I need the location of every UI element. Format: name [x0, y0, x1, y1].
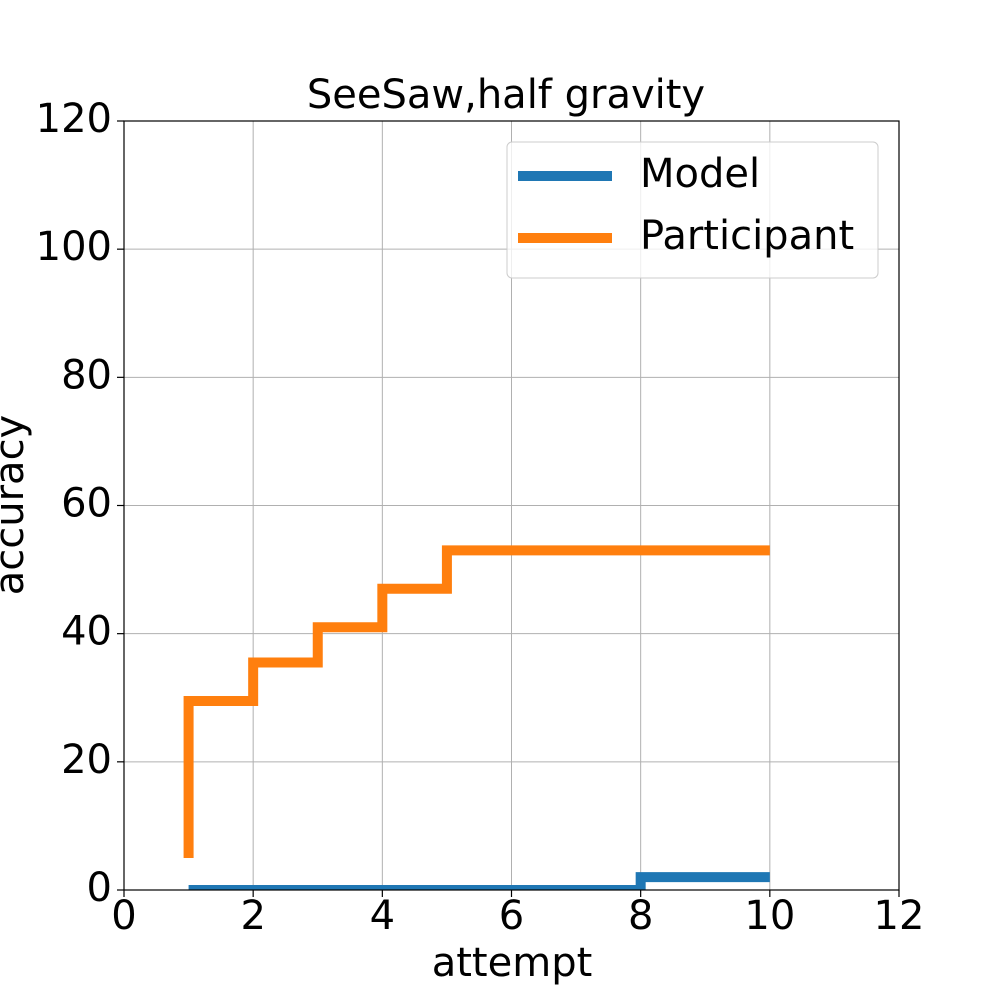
y-tick-label: 60 [61, 481, 112, 527]
x-tick-label: 8 [628, 893, 653, 939]
y-axis-label: accuracy [0, 415, 33, 595]
x-tick-label: 12 [874, 893, 925, 939]
x-tick-label: 10 [744, 893, 795, 939]
y-tick-label: 100 [36, 224, 112, 270]
y-tick-label: 80 [61, 352, 112, 398]
x-tick-label: 2 [240, 893, 265, 939]
chart-title: SeeSaw,half gravity [307, 72, 705, 118]
y-tick-label: 120 [36, 96, 112, 142]
data-line [183, 545, 770, 858]
y-tick-label: 0 [87, 865, 112, 911]
data-line [188, 872, 770, 890]
legend-label: Participant [640, 213, 854, 259]
legend-label: Model [640, 151, 760, 197]
x-tick-label: 6 [499, 893, 524, 939]
y-tick-label: 20 [61, 737, 112, 783]
x-tick-label: 4 [370, 893, 395, 939]
y-tick-label: 40 [61, 609, 112, 655]
x-axis-label: attempt [432, 940, 593, 986]
x-tick-label: 0 [111, 893, 136, 939]
